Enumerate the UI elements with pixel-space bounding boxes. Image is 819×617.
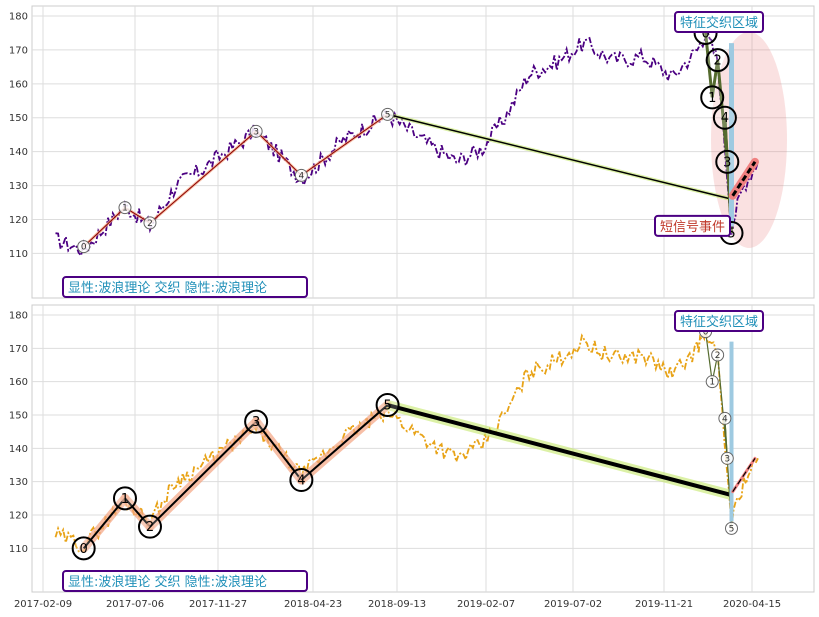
region-label-text: 特征交织区域 [680, 15, 758, 31]
wave-main-marker [244, 409, 269, 434]
wave-main-label: 0 [81, 243, 87, 253]
wave-segment [83, 207, 126, 247]
x-axis: 2017-02-09 2017-07-06 2017-11-27 2018-04-23… [14, 599, 781, 610]
trend-line [387, 403, 733, 497]
wave-secondary-marker [712, 105, 737, 130]
wave-secondary-marker [720, 451, 734, 465]
wave-main-marker [249, 124, 263, 138]
wave-main-label: 4 [297, 474, 305, 489]
wave-secondary-label: 3 [723, 155, 731, 170]
wave-secondary-label: 3 [724, 454, 730, 464]
y-tick-label: 170 [9, 344, 28, 355]
wave-main-marker [375, 393, 400, 418]
wave-secondary-label: 2 [714, 54, 722, 69]
wave-secondary-label: 2 [715, 351, 721, 361]
y-tick-label: 140 [9, 147, 28, 158]
x-tick-label: 2020-04-15 [723, 599, 781, 610]
x-tick-label: 2018-09-13 [368, 599, 426, 610]
y-tick-label: 150 [9, 113, 28, 124]
panel-label-box [62, 570, 308, 592]
region-label-box [674, 11, 764, 33]
wave-secondary-label: 1 [709, 378, 715, 388]
wave-segment [149, 130, 257, 224]
wave-segment [301, 113, 388, 176]
region-label-box [674, 310, 764, 332]
short-signal-line [731, 161, 757, 197]
wave-main-label: 5 [383, 399, 391, 414]
wave-secondary-label: 0 [703, 328, 709, 338]
panel-label-text: 显性:波浪理论 交织 隐性:波浪理论 [68, 574, 267, 590]
short-signal-line [732, 458, 756, 493]
wave-main-label: 4 [299, 171, 305, 181]
y-tick-label: 120 [9, 511, 28, 522]
y-tick-label: 160 [9, 377, 28, 388]
wave-main-label: 5 [385, 110, 391, 120]
wave-segment [124, 497, 151, 528]
bottom-panel: 110 120 130 140 150 160 170 180 0 1 2 3 4 5 0 1 2 3 4 5 显性:波… [9, 304, 815, 593]
wave-main-marker [77, 240, 91, 254]
wave-main-label: 0 [80, 542, 88, 557]
x-tick-label: 2017-02-09 [14, 599, 72, 610]
wave-secondary-marker [715, 149, 740, 174]
wave-main-marker [71, 536, 96, 561]
wave-secondary-marker [705, 375, 719, 389]
wave-secondary-marker [705, 48, 730, 73]
wave-secondary-marker [725, 521, 739, 535]
wave-main-label: 3 [253, 127, 259, 137]
price-series [55, 28, 759, 258]
x-tick-label: 2017-07-06 [106, 599, 164, 610]
wave-segment [255, 421, 303, 481]
x-tick-label: 2019-07-02 [544, 599, 602, 610]
wave-secondary-label: 5 [729, 524, 735, 534]
y-tick-label: 150 [9, 411, 28, 422]
wave-segment [149, 420, 257, 528]
wave-main-marker [118, 201, 132, 215]
y-tick-label: 110 [9, 249, 28, 260]
wave-segment [300, 404, 389, 481]
x-tick-label: 2018-04-23 [284, 599, 342, 610]
region-label-text: 特征交织区域 [680, 314, 758, 330]
wave-main-label: 2 [147, 219, 153, 229]
wave-main-marker [289, 468, 314, 493]
top-panel: 110 120 130 140 150 160 170 180 0 1 2 3 4 5 0 1 2 3 4 5 显性:波… [9, 5, 815, 299]
price-series [54, 323, 759, 553]
panel-label-text: 显性:波浪理论 交织 隐性:波浪理论 [68, 280, 267, 296]
wave-secondary-marker [700, 85, 725, 110]
panel-label-box [62, 276, 308, 298]
y-tick-label: 130 [9, 477, 28, 488]
wave-secondary-label: 4 [722, 414, 728, 424]
y-tick-label: 170 [9, 45, 28, 56]
x-tick-label: 2019-11-21 [635, 599, 693, 610]
wave-main-marker [143, 216, 157, 230]
wave-secondary-label: 0 [701, 26, 709, 41]
y-tick-label: 140 [9, 444, 28, 455]
event-label-box [654, 214, 731, 237]
wave-segment-secondary [704, 331, 713, 382]
y-tick-label: 110 [9, 544, 28, 555]
trend-line [387, 113, 732, 200]
wave-main-label: 1 [122, 204, 128, 214]
y-tick-label: 130 [9, 181, 28, 192]
y-tick-label: 180 [9, 311, 28, 322]
wave-main-marker [137, 514, 162, 539]
y-tick-label: 180 [9, 12, 28, 23]
wave-secondary-marker [718, 411, 732, 425]
wave-secondary-label: 4 [721, 111, 729, 126]
event-label-text: 短信号事件 [660, 220, 725, 235]
x-tick-label: 2017-11-27 [189, 599, 247, 610]
wave-main-label: 3 [252, 415, 260, 430]
wave-secondary-label: 1 [708, 91, 716, 106]
wave-segment [255, 130, 302, 176]
wave-main-label: 1 [121, 492, 129, 507]
wave-main-label: 2 [146, 520, 154, 535]
wave-main-marker [112, 486, 137, 511]
wave-secondary-marker [711, 348, 725, 362]
wave-main-marker [294, 168, 308, 182]
y-tick-label: 160 [9, 79, 28, 90]
wave-secondary-label: 5 [727, 227, 735, 242]
wave-main-marker [381, 107, 395, 121]
y-tick-label: 120 [9, 215, 28, 226]
x-tick-label: 2019-02-07 [457, 599, 515, 610]
